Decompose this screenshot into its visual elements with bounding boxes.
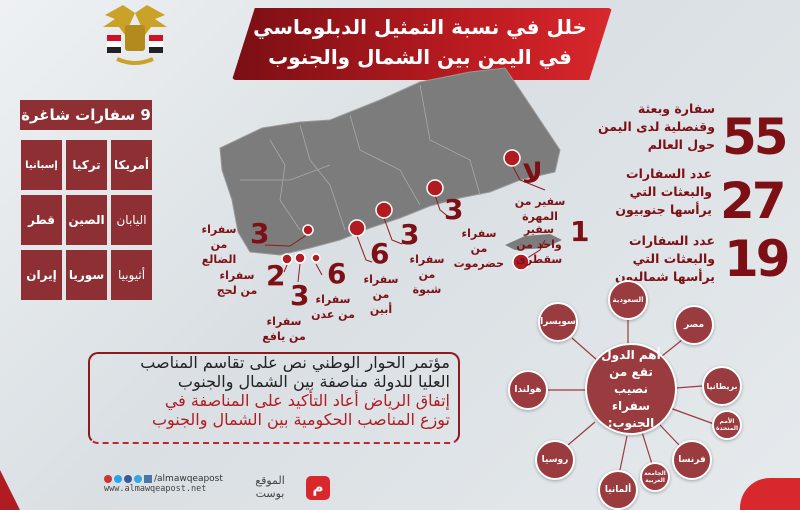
pin-leaders [264, 164, 546, 283]
stat-south-text: عدد السفارات والبعثات التي يرأسها جنوبيو… [615, 166, 712, 217]
stat-north-value: 19 [724, 230, 791, 288]
network-node: السعودية [608, 280, 648, 320]
title-banner [232, 8, 612, 80]
vacant-country: سوريا [66, 250, 107, 300]
governorate-borders [240, 84, 481, 231]
twitter-icon[interactable] [114, 475, 122, 483]
dhale-label: سفراء من الضالع [201, 223, 237, 266]
notice-line-2: العليا للدولة مناصفة بين الشمال والجنوب [177, 372, 450, 391]
website-url[interactable]: www.almawqeapost.net [104, 484, 207, 494]
yemen-emblem-icon [103, 5, 167, 65]
pin-mahra [503, 149, 521, 167]
pin-hadramawt [426, 179, 444, 197]
notice-line-3: إتفاق الرياض أعاد التأكيد على المناصفة ف… [164, 391, 450, 410]
stat-total-value: 55 [722, 108, 789, 166]
brand-line-2: بوست [255, 487, 285, 500]
mahra-count: لا [522, 157, 543, 190]
hadramawt-count: 3 [444, 193, 464, 226]
network-node: الأمم المتحدة [712, 410, 742, 440]
vacant-country: أثيوبيا [111, 250, 152, 300]
aden-count: 6 [327, 257, 347, 290]
title-line-1: خلل في نسبة التمثيل الدبلوماسي [253, 15, 587, 39]
dhale-count: 3 [250, 217, 270, 250]
shabwa-label: سفراء من شبوة [409, 253, 445, 296]
vacant-country: إيران [21, 250, 62, 300]
pin-dhale [302, 224, 314, 236]
vacant-country: الصين [66, 195, 107, 245]
vacant-country: اليابان [111, 195, 152, 245]
page-title: خلل في نسبة التمثيل الدبلوماسي في اليمن … [240, 12, 600, 72]
socotra-label: سفير واحد من سقطرى [515, 223, 563, 266]
notice-line-4: توزع المناصب الحكومية بين الشمال والجنوب [151, 410, 450, 429]
yemen-mainland [219, 67, 561, 256]
network-node: روسيا [535, 440, 575, 480]
aden-label: سفراء من عدن [311, 293, 355, 321]
website-icon[interactable] [144, 475, 152, 483]
yafa-label: سفراء من يافع [262, 315, 306, 343]
pin-aden [311, 253, 321, 263]
brand-wordmark: الموقع بوست [240, 474, 300, 500]
pin-shabwa [375, 201, 393, 219]
pin-socotra [512, 253, 530, 271]
network-node: ألمانيا [598, 470, 638, 510]
network-node: فرنسا [672, 440, 712, 480]
notice-line-1: مؤتمر الحوار الوطني نص على تقاسم المناصب [140, 353, 450, 372]
shabwa-count: 3 [400, 218, 420, 251]
yafa-count: 3 [290, 279, 310, 312]
network-center: أهم الدول تقع من نصيب سفراء الجنوب: [585, 343, 677, 435]
vacant-embassies-grid: أمريكا تركيا إسبانيا اليابان الصين قطر أ… [20, 140, 152, 300]
notice-text: مؤتمر الحوار الوطني نص على تقاسم المناصب… [100, 353, 450, 429]
youtube-icon[interactable] [104, 475, 112, 483]
vacant-country: قطر [21, 195, 62, 245]
stat-total-text: سفارة وبعثة وقنصلية لدى اليمن حول العالم [598, 101, 715, 152]
socotra-island [505, 234, 562, 250]
telegram-icon[interactable] [134, 475, 142, 483]
lahj-label: سفراء من لحج [216, 269, 258, 297]
network-node: هولندا [508, 370, 548, 410]
network-node: الجامعة العربية [640, 462, 670, 492]
hadramawt-label: سفراء من حضرموت [453, 227, 504, 270]
stat-south-value: 27 [720, 172, 787, 230]
stat-north-text: عدد السفارات والبعثات التي يرأسها شماليو… [614, 233, 715, 284]
vacant-country: أمريكا [111, 140, 152, 190]
socotra-count: 1 [570, 215, 590, 248]
social-links[interactable]: /almawqeapost www.almawqeapost.net [104, 474, 223, 494]
facebook-icon[interactable] [124, 475, 132, 483]
abyan-count: 6 [370, 237, 390, 270]
network-node: سويسرا [538, 302, 578, 342]
vacant-embassies-heading: 9 سفارات شاغرة [20, 100, 152, 130]
pin-lahj [281, 253, 293, 265]
title-line-2: في اليمن بين الشمال والجنوب [268, 45, 572, 69]
network-node: بريطانيا [702, 366, 742, 406]
notice-box [88, 352, 460, 444]
lahj-count: 2 [266, 259, 286, 292]
network-node: مصر [674, 305, 714, 345]
abyan-label: سفراء من أبين [363, 273, 399, 316]
vacant-country: تركيا [66, 140, 107, 190]
map-pins [281, 149, 530, 271]
mahra-label: سفير من المهرة [514, 195, 566, 223]
pin-yafa [294, 252, 306, 264]
brand-logo-icon: م [306, 476, 330, 500]
pin-abyan [348, 219, 366, 237]
vacant-country: إسبانيا [21, 140, 62, 190]
social-handle[interactable]: /almawqeapost [154, 474, 223, 484]
brand-line-1: الموقع [255, 474, 285, 487]
